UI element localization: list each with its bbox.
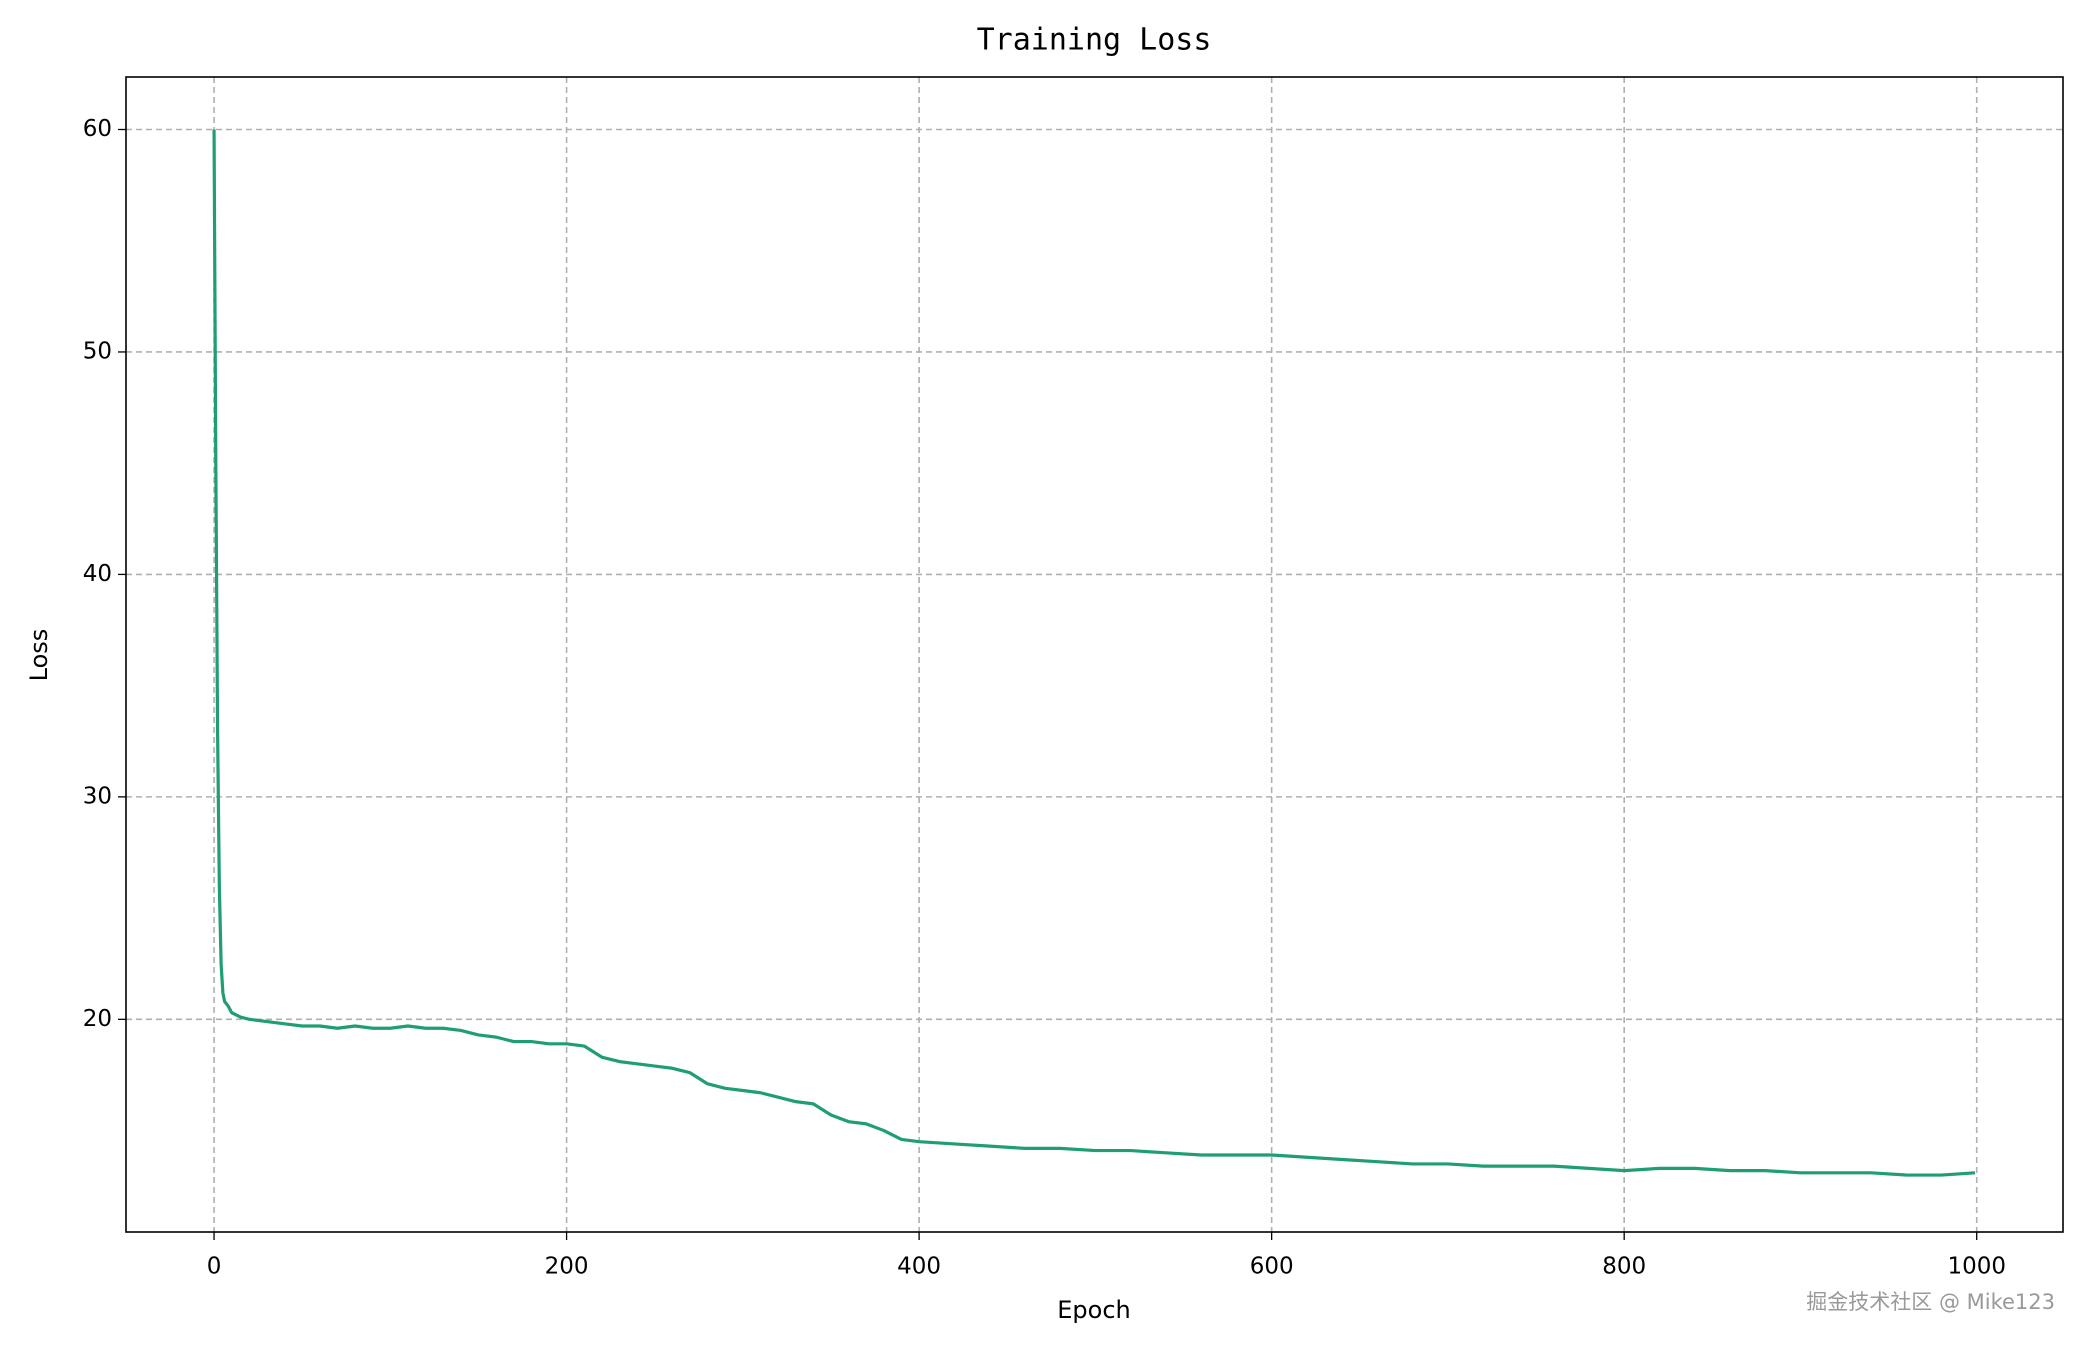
x-tick-label: 200 bbox=[545, 1254, 589, 1280]
y-tick-label: 40 bbox=[83, 561, 112, 587]
y-tick-label: 50 bbox=[83, 338, 112, 364]
y-tick-label: 20 bbox=[83, 1006, 112, 1032]
plot-frame bbox=[125, 76, 2064, 1233]
x-tick-label: 1000 bbox=[1947, 1254, 2006, 1280]
loss-line bbox=[212, 129, 1976, 1177]
y-tick-label: 60 bbox=[83, 116, 112, 142]
x-tick-label: 800 bbox=[1602, 1254, 1646, 1280]
x-tick-label: 400 bbox=[897, 1254, 941, 1280]
x-axis-label: Epoch bbox=[1057, 1296, 1131, 1324]
x-tick-label: 600 bbox=[1250, 1254, 1294, 1280]
y-axis-label: Loss bbox=[25, 629, 53, 682]
chart-title: Training Loss bbox=[977, 23, 1212, 58]
x-tick-label: 0 bbox=[207, 1254, 222, 1280]
y-tick-label: 30 bbox=[83, 783, 112, 809]
watermark: 掘金技术社区 @ Mike123 bbox=[1806, 1290, 2055, 1314]
